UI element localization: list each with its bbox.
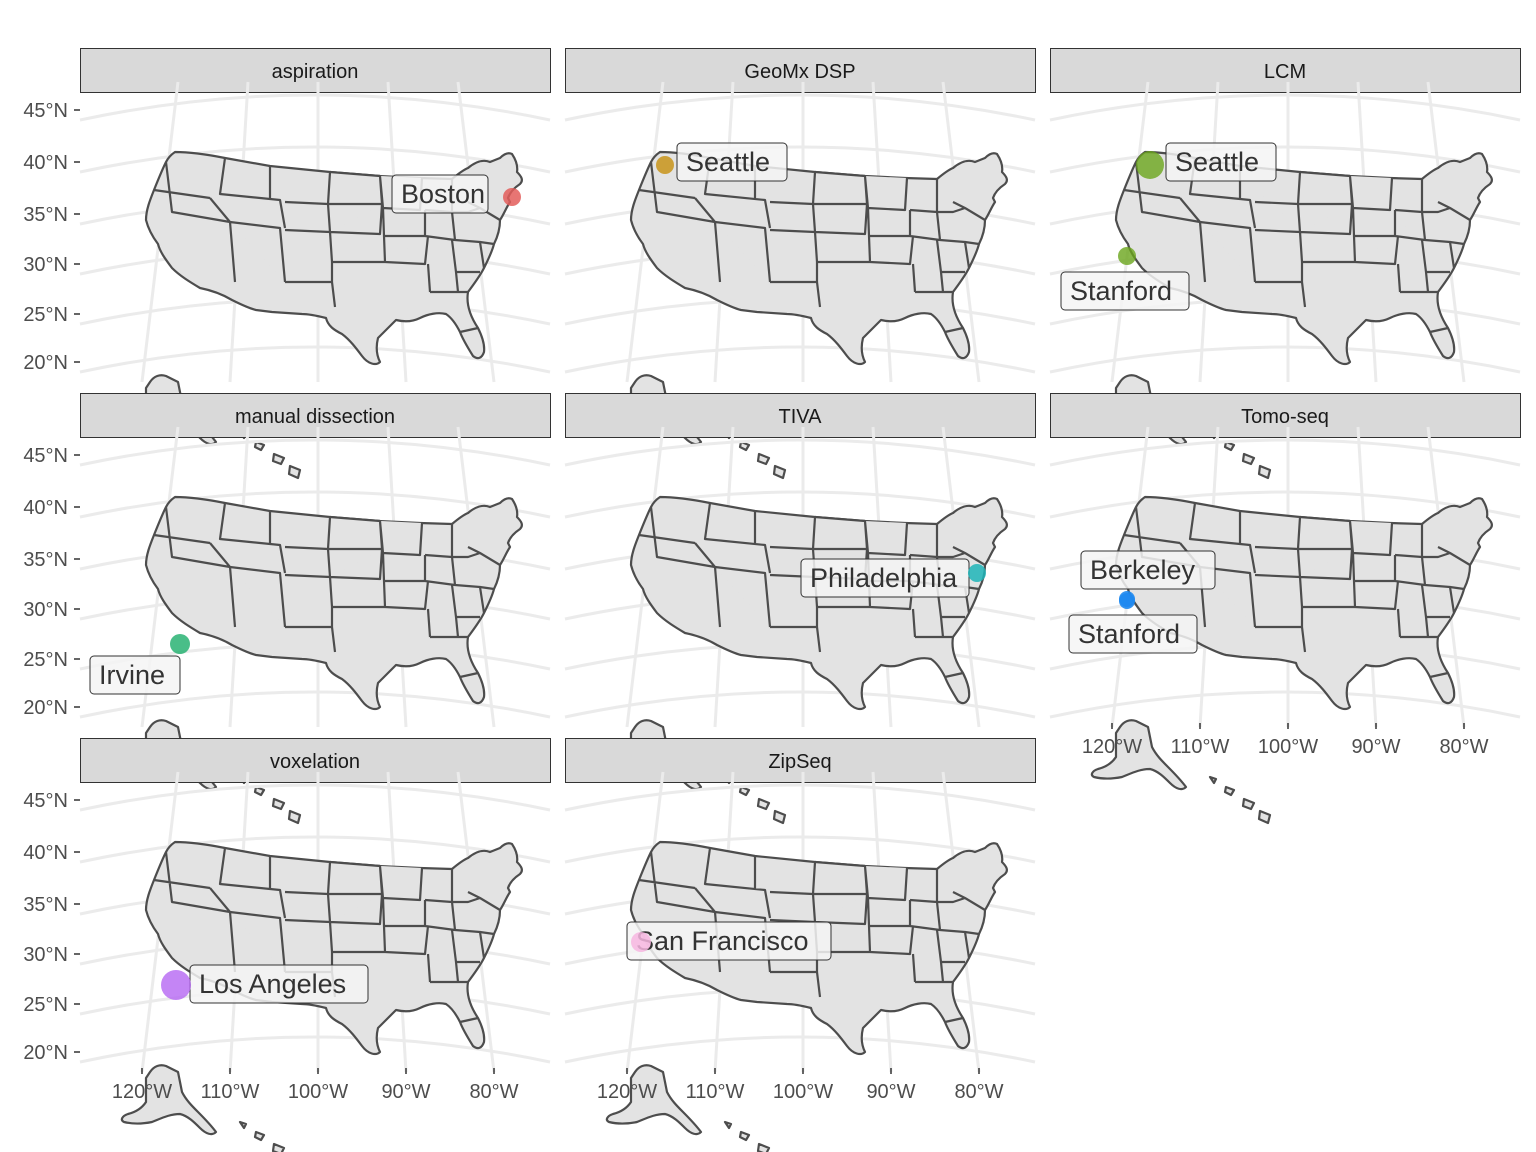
map-panel: ZipSeq San Francisco 120°W 110°W 100°W 90°W 80… <box>564 738 1036 1152</box>
facet-title: voxelation <box>270 751 360 773</box>
facet-title: LCM <box>1264 61 1306 83</box>
lat-tick-label: 25°N <box>23 649 68 671</box>
map-area: Los Angeles <box>79 771 551 1152</box>
facet-title: TIVA <box>779 406 823 428</box>
lon-tick-label: 120°W <box>112 1081 172 1103</box>
lat-tick-label: 45°N <box>23 445 68 467</box>
city-point <box>161 970 191 1000</box>
city-label: Irvine <box>89 655 181 695</box>
lat-tick-label: 45°N <box>23 100 68 122</box>
city-point <box>968 564 986 582</box>
city-label: Stanford <box>1060 271 1190 311</box>
city-label-text: Berkeley <box>1090 555 1196 585</box>
lat-tick-label: 30°N <box>23 944 68 966</box>
facet-title: GeoMx DSP <box>744 61 855 83</box>
facet-strip <box>1050 48 1521 93</box>
usa-map <box>1090 495 1493 825</box>
lat-tick-label: 20°N <box>23 352 68 374</box>
city-label-text: Boston <box>401 179 485 209</box>
lon-tick-label: 80°W <box>469 1081 518 1103</box>
facet-title: aspiration <box>272 61 359 83</box>
city-label-text: San Francisco <box>636 926 809 956</box>
city-point <box>631 932 651 952</box>
map-area: Irvine <box>79 426 551 825</box>
lat-tick-label: 35°N <box>23 549 68 571</box>
map-panel: LCM Seattle Stanford <box>1049 48 1521 480</box>
map-area: Philadelphia <box>564 426 1036 825</box>
lat-tick-label: 30°N <box>23 254 68 276</box>
facet-strip <box>80 738 551 783</box>
lon-tick-label: 80°W <box>1439 736 1488 758</box>
map-panel: TIVA Philadelphia <box>564 393 1036 825</box>
lon-tick-label: 110°W <box>201 1081 260 1103</box>
facet-strip <box>565 738 1036 783</box>
lat-tick-label: 20°N <box>23 1042 68 1064</box>
lon-tick-label: 90°W <box>866 1081 915 1103</box>
city-label-text: Los Angeles <box>199 969 346 999</box>
facet-strip <box>565 393 1036 438</box>
lon-tick-label: 90°W <box>381 1081 430 1103</box>
city-label: Seattle <box>1165 142 1277 182</box>
facet-strip <box>1050 393 1521 438</box>
map-panel: Tomo-seq Berkeley Stanford 120°W 110°W 100°W 9… <box>1049 393 1521 825</box>
city-point <box>1118 247 1136 265</box>
panels-root: aspiration Boston 45°N 40°N 35°N 30°N 25°N 20°N… <box>23 48 1521 1152</box>
facet-title: ZipSeq <box>768 751 831 773</box>
city-point <box>503 188 521 206</box>
lat-tick-label: 40°N <box>23 842 68 864</box>
map-panel: voxelation Los Angeles 45°N 40°N 35°N 30°N 25°… <box>23 738 551 1152</box>
lat-tick-label: 35°N <box>23 204 68 226</box>
lat-tick-label: 35°N <box>23 894 68 916</box>
city-label: Philadelphia <box>800 558 970 598</box>
lon-tick-label: 90°W <box>1351 736 1400 758</box>
city-point <box>656 156 674 174</box>
city-point <box>170 634 190 654</box>
city-label-text: Stanford <box>1070 276 1172 306</box>
lat-tick-label: 25°N <box>23 304 68 326</box>
lat-tick-label: 25°N <box>23 994 68 1016</box>
lon-tick-label: 100°W <box>288 1081 348 1103</box>
city-label: Berkeley <box>1080 550 1216 590</box>
lat-tick-label: 30°N <box>23 599 68 621</box>
city-label-text: Stanford <box>1078 619 1180 649</box>
lon-tick-label: 100°W <box>773 1081 833 1103</box>
map-area: Seattle Stanford <box>1049 81 1521 480</box>
map-panel: GeoMx DSP Seattle <box>564 48 1036 480</box>
map-panel: manual dissection Irvine 45°N 40°N 35°N 30°N 2… <box>23 393 551 825</box>
lat-tick-label: 40°N <box>23 152 68 174</box>
city-label: San Francisco <box>626 921 832 961</box>
map-area: Boston <box>79 81 551 480</box>
map-panel: aspiration Boston 45°N 40°N 35°N 30°N 25°N 20°N <box>23 48 551 480</box>
facet-strip <box>80 393 551 438</box>
lon-tick-label: 120°W <box>1082 736 1142 758</box>
lat-tick-label: 20°N <box>23 697 68 719</box>
city-label: Stanford <box>1068 614 1198 654</box>
city-label-text: Seattle <box>1175 147 1259 177</box>
city-label-text: Philadelphia <box>810 563 958 593</box>
map-area: Berkeley Stanford <box>1049 426 1521 825</box>
city-label: Seattle <box>676 142 788 182</box>
city-point <box>1119 593 1135 609</box>
facet-title: Tomo-seq <box>1241 406 1329 428</box>
city-label-text: Irvine <box>99 660 165 690</box>
map-area: San Francisco <box>564 771 1036 1152</box>
city-label: Boston <box>391 174 489 214</box>
lon-tick-label: 110°W <box>1171 736 1230 758</box>
city-label: Los Angeles <box>189 964 369 1004</box>
lon-tick-label: 100°W <box>1258 736 1318 758</box>
city-label-text: Seattle <box>686 147 770 177</box>
lon-tick-label: 80°W <box>954 1081 1003 1103</box>
lon-tick-label: 120°W <box>597 1081 657 1103</box>
lat-tick-label: 40°N <box>23 497 68 519</box>
city-point <box>1136 151 1164 179</box>
map-area: Seattle <box>564 81 1036 480</box>
lat-tick-label: 45°N <box>23 790 68 812</box>
lon-tick-label: 110°W <box>686 1081 745 1103</box>
facet-strip <box>565 48 1036 93</box>
facet-title: manual dissection <box>235 406 395 428</box>
facet-strip <box>80 48 551 93</box>
